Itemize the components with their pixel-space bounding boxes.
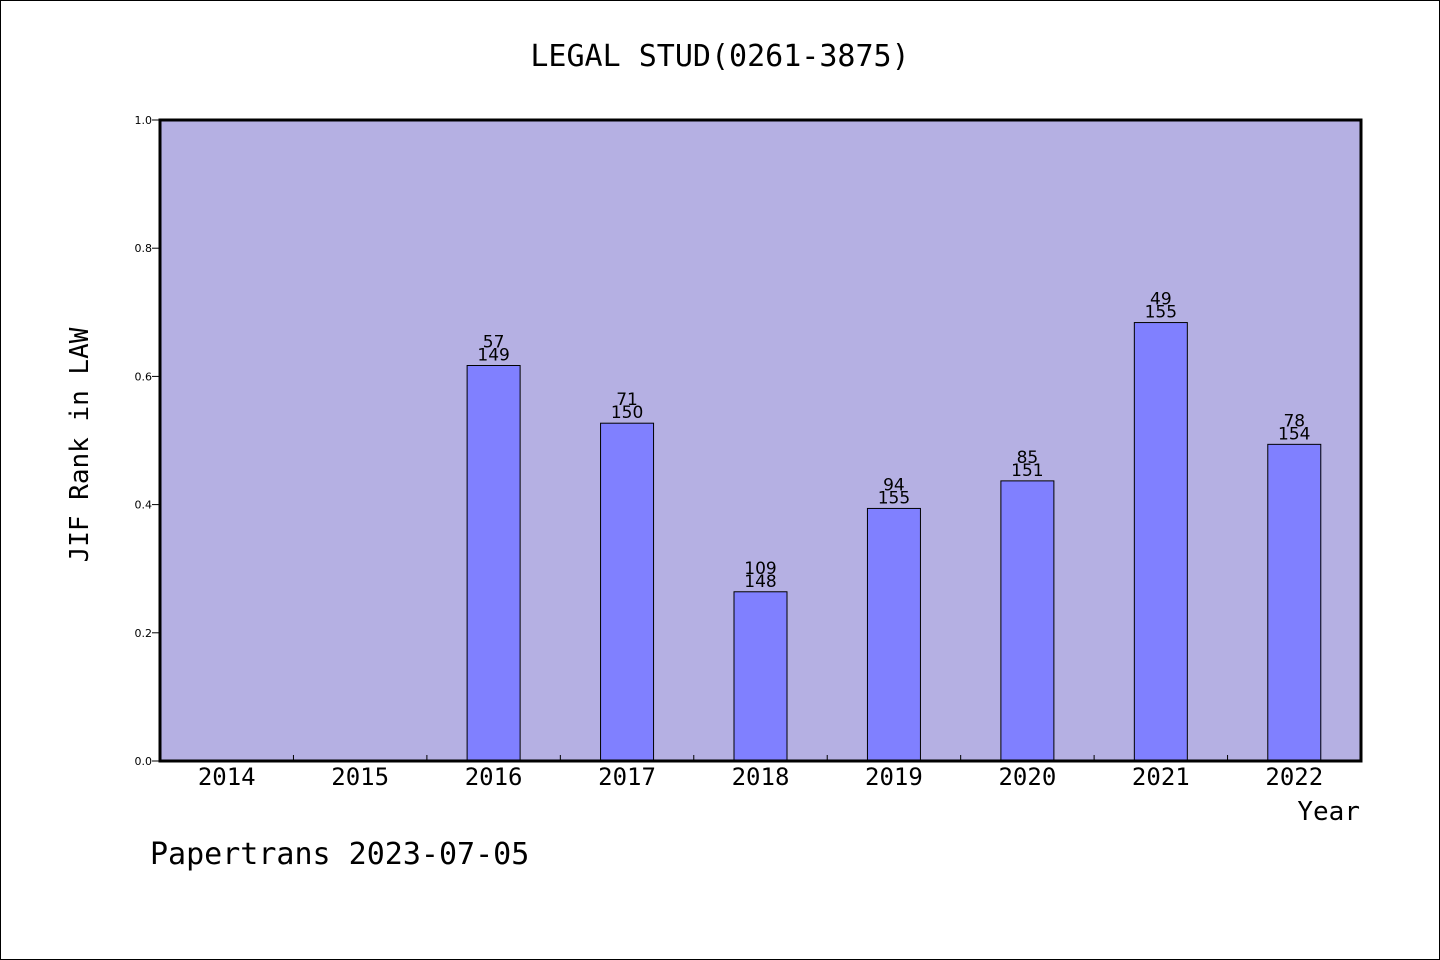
footer-text: Papertrans 2023-07-05 <box>150 837 529 872</box>
bar-2022 <box>1267 443 1322 762</box>
axis-ticks: 0.0 0.2 0.4 0.6 0.8 1.0 2014 2015 2016 2017 2018 20… <box>135 114 1324 791</box>
y-tick-label: 0.6 <box>135 370 153 383</box>
x-tick-label: 2015 <box>331 763 389 791</box>
bar-rank-label: 94 <box>883 475 905 495</box>
x-axis-label: Year <box>1297 797 1360 827</box>
y-tick-label: 0.2 <box>135 627 153 640</box>
bar-2020 <box>1000 480 1055 762</box>
bar-rank-label: 78 <box>1283 411 1305 431</box>
y-tick-label: 0.4 <box>135 499 153 512</box>
x-tick-label: 2022 <box>1265 763 1323 791</box>
y-tick-label: 0.0 <box>135 755 153 768</box>
bar-rank-label: 57 <box>483 333 505 353</box>
bar-total-label: 155 <box>1145 303 1177 323</box>
bar-2016 <box>466 365 521 762</box>
x-tick-label: 2018 <box>732 763 790 791</box>
bar-rank-label: 71 <box>616 390 638 410</box>
x-tick-label: 2021 <box>1132 763 1190 791</box>
chart-title: LEGAL STUD(0261-3875) <box>530 39 909 74</box>
bar-total-label: 150 <box>611 403 643 423</box>
bar-total-label: 154 <box>1278 424 1310 444</box>
bar-rank-label: 85 <box>1017 448 1039 468</box>
bar-total-label: 151 <box>1011 461 1043 481</box>
bars <box>466 322 1322 762</box>
y-axis-label: JIF Rank in LAW <box>65 327 95 562</box>
x-tick-label: 2017 <box>598 763 656 791</box>
x-tick-label: 2020 <box>998 763 1056 791</box>
bar-2017 <box>600 422 655 762</box>
bar-rank-label: 109 <box>744 559 776 579</box>
bar-total-label: 155 <box>878 488 910 508</box>
bar-2019 <box>866 507 921 762</box>
x-tick-label: 2014 <box>198 763 256 791</box>
bar-2021 <box>1133 322 1188 762</box>
x-tick-label: 2016 <box>465 763 523 791</box>
y-tick-label: 1.0 <box>135 114 153 127</box>
x-tick-label: 2019 <box>865 763 923 791</box>
plot-border <box>158 118 1363 763</box>
bar-total-label: 149 <box>477 346 509 366</box>
bar-total-label: 148 <box>744 572 776 592</box>
bar-2018 <box>733 591 788 762</box>
bar-rank-label: 49 <box>1150 290 1172 310</box>
y-tick-label: 0.8 <box>135 242 153 255</box>
